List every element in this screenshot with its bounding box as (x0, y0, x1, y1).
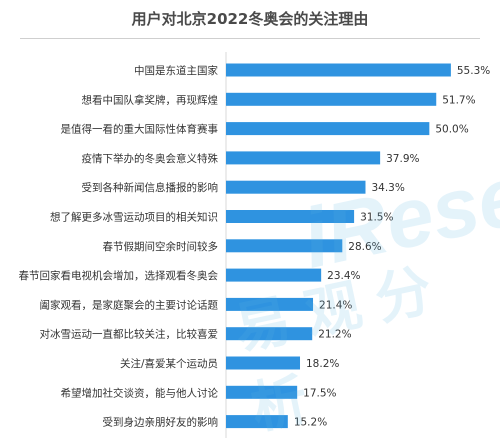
value-label: 28.6% (348, 241, 381, 253)
category-label: 疫情下举办的冬奥会意义特殊 (82, 152, 219, 165)
bar (226, 63, 451, 77)
value-label: 31.5% (360, 212, 393, 224)
bar (226, 122, 430, 136)
value-label: 23.4% (327, 270, 360, 282)
value-label: 34.3% (371, 182, 404, 194)
category-label: 对冰雪运动一直都比较关注，比较喜爱 (40, 328, 219, 341)
category-label: 中国是东道主国家 (134, 64, 218, 77)
value-label: 15.2% (294, 417, 327, 429)
value-label: 17.5% (303, 387, 336, 399)
category-label: 想看中国队拿奖牌，再现辉煌 (82, 93, 219, 106)
value-label: 50.0% (435, 124, 468, 136)
bar (226, 297, 314, 311)
value-label: 21.4% (319, 299, 352, 311)
bar (226, 268, 322, 282)
category-label: 想了解更多冰雪运动项目的相关知识 (50, 211, 218, 224)
bar (226, 92, 437, 106)
bar (226, 210, 355, 223)
category-label: 是值得一看的重大国际性体育赛事 (61, 123, 219, 136)
category-label: 春节假期间空余时间较多 (103, 240, 219, 253)
category-label: 受到各种新闻信息播报的影响 (82, 181, 219, 194)
category-label: 春节回家看电视机会增加，选择观看冬奥会 (19, 269, 219, 282)
value-label: 51.7% (442, 94, 475, 106)
value-label: 18.2% (306, 358, 339, 370)
category-label: 关注/喜爱某个运动员 (120, 357, 218, 370)
category-label: 阖家观看，是家庭聚会的主要讨论话题 (40, 298, 219, 311)
bars-group: 中国是东道主国家 55.3% 想看中国队拿奖牌，再现辉煌 51.7% 是值得一看的重大国… (19, 63, 490, 429)
category-label: 希望增加社交谈资，能与他人讨论 (61, 386, 219, 399)
value-label: 21.2% (318, 329, 351, 341)
bar (226, 327, 313, 341)
chart-title: 用户对北京2022冬奥会的关注理由 (131, 10, 369, 28)
bar (226, 385, 298, 399)
title-divider (20, 38, 480, 39)
value-label: 37.9% (386, 153, 419, 165)
category-label: 受到身边亲朋好友的影响 (103, 416, 219, 429)
bar (226, 180, 366, 194)
bar (226, 415, 288, 429)
bar (226, 356, 301, 370)
bar (226, 239, 343, 253)
value-label: 55.3% (457, 65, 490, 77)
bar (226, 151, 381, 165)
